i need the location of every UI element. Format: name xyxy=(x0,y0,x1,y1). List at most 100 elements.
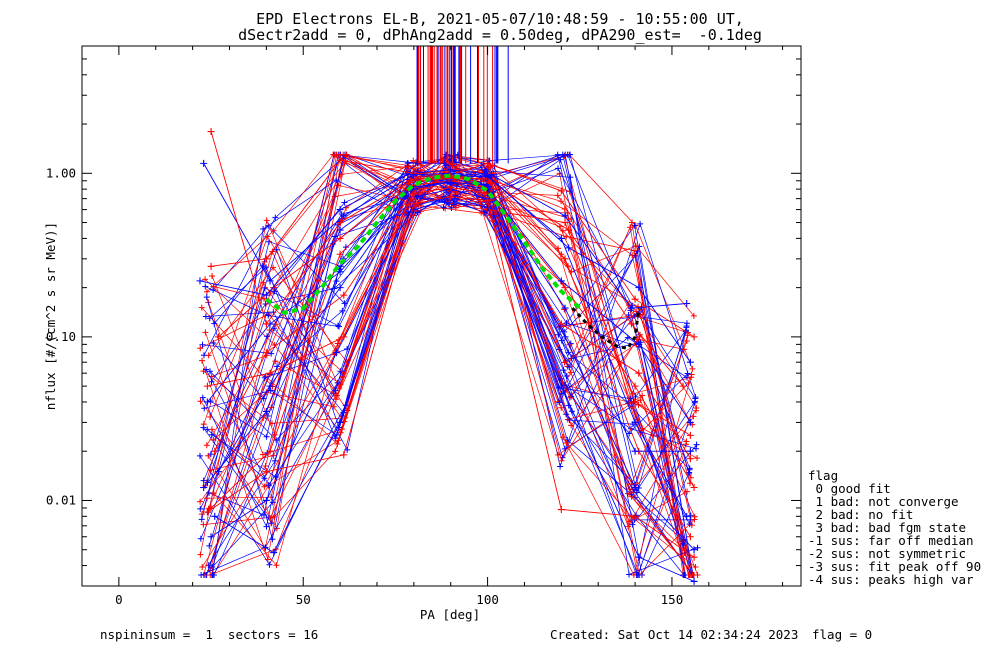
series-marker xyxy=(260,226,267,233)
series-marker xyxy=(263,217,270,224)
series-marker xyxy=(344,407,351,414)
series-marker xyxy=(483,167,490,174)
series-point xyxy=(262,407,270,415)
series-marker xyxy=(687,512,694,519)
series-marker xyxy=(559,151,566,158)
series-marker xyxy=(453,188,460,195)
series-point xyxy=(262,255,270,263)
series-marker xyxy=(684,370,691,377)
series-marker xyxy=(271,288,278,295)
series-marker xyxy=(333,431,340,438)
series-marker xyxy=(693,445,700,452)
series-marker xyxy=(273,525,280,532)
series-point xyxy=(336,156,344,164)
series-point xyxy=(332,349,340,357)
series-point xyxy=(270,549,278,557)
series-point xyxy=(690,577,698,585)
series-point xyxy=(214,333,222,341)
series-marker xyxy=(342,244,349,251)
series-marker xyxy=(624,490,631,497)
series-marker xyxy=(692,407,699,414)
series-marker xyxy=(629,219,636,226)
series-marker xyxy=(264,333,271,340)
series-marker xyxy=(625,312,632,319)
series-point xyxy=(207,128,215,136)
series-point xyxy=(686,447,694,455)
series-marker xyxy=(558,251,565,258)
series-marker xyxy=(626,430,633,437)
legend-entry: -1 sus: far off median xyxy=(808,533,974,548)
series-point xyxy=(336,219,344,227)
series-marker xyxy=(636,243,643,250)
footer-spin-info: nspininsum = 1 sectors = 16 xyxy=(100,627,319,642)
series-point xyxy=(557,277,565,285)
series-point xyxy=(410,200,418,208)
series-trace xyxy=(208,154,686,551)
series-point xyxy=(686,533,694,541)
series-marker xyxy=(342,414,349,421)
x-axis-label: PA [deg] xyxy=(420,607,480,622)
legend-entry: -2 sus: not symmetric xyxy=(808,546,967,561)
series-point xyxy=(336,206,344,214)
series-marker xyxy=(632,242,639,249)
series-marker xyxy=(203,288,210,295)
series-point xyxy=(207,262,215,270)
series-point xyxy=(635,553,643,561)
series-marker xyxy=(202,329,209,336)
series-marker xyxy=(337,368,344,375)
series-point xyxy=(270,284,278,292)
series-marker xyxy=(341,418,348,425)
series-marker xyxy=(208,426,215,433)
series-point xyxy=(635,340,643,348)
series-point xyxy=(683,299,691,307)
series-point xyxy=(686,455,694,463)
series-marker xyxy=(197,398,204,405)
series-point xyxy=(631,447,639,455)
series-marker xyxy=(554,151,561,158)
series-marker xyxy=(344,345,351,352)
series-marker xyxy=(202,283,209,290)
series-marker xyxy=(263,523,270,530)
series-point xyxy=(336,418,344,426)
series-point xyxy=(340,212,348,220)
series-point xyxy=(336,226,344,234)
series-marker xyxy=(199,341,206,348)
legend-entry: -3 sus: fit peak off 90 xyxy=(808,559,982,574)
series-marker xyxy=(566,417,573,424)
series-marker xyxy=(440,193,447,200)
series-point xyxy=(336,250,344,258)
series-marker xyxy=(335,323,342,330)
series-point xyxy=(635,369,643,377)
series-marker xyxy=(197,505,204,512)
series-point xyxy=(631,398,639,406)
series-point xyxy=(266,277,274,285)
series-point xyxy=(203,398,211,406)
series-point xyxy=(414,173,422,181)
series-point xyxy=(200,484,208,492)
series-marker xyxy=(637,397,644,404)
series-marker xyxy=(210,339,217,346)
series-marker xyxy=(563,411,570,418)
series-marker xyxy=(202,313,209,320)
series-point xyxy=(631,382,639,390)
series-marker xyxy=(206,542,213,549)
series-marker xyxy=(684,332,691,339)
series-point xyxy=(565,244,573,252)
series-marker xyxy=(560,434,567,441)
y-tick-label: 0.01 xyxy=(46,492,76,507)
series-marker xyxy=(688,374,695,381)
series-marker xyxy=(203,366,210,373)
series-point xyxy=(262,349,270,357)
footer-flag: flag = 0 xyxy=(812,627,873,642)
series-point xyxy=(631,418,639,426)
series-marker xyxy=(272,358,279,365)
series-marker xyxy=(637,220,644,227)
series-point xyxy=(203,382,211,390)
series-point xyxy=(557,187,565,195)
series-point xyxy=(631,295,639,303)
series-marker xyxy=(207,451,214,458)
series-marker xyxy=(202,276,209,283)
series-marker xyxy=(339,307,346,314)
series-marker xyxy=(691,399,698,406)
